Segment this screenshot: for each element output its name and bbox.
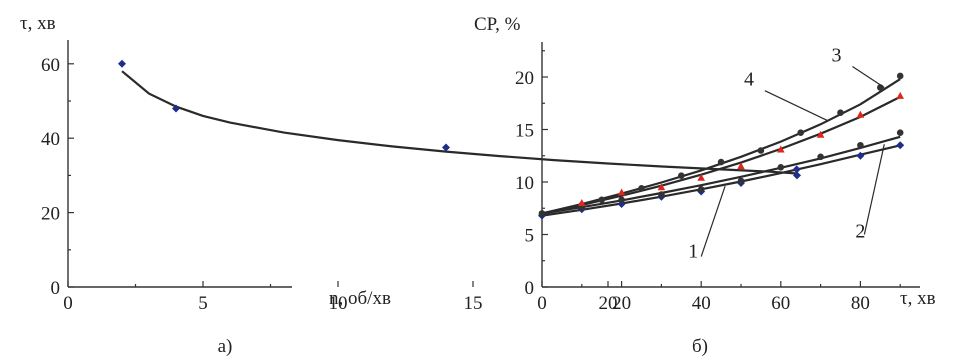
series-4-point — [856, 110, 865, 118]
series-1-fit — [541, 144, 901, 217]
x-tick-label: 10 — [329, 293, 348, 314]
series-4-point — [617, 188, 626, 196]
series-2-label: 2 — [855, 221, 865, 243]
chart-b-caption: б) — [692, 336, 708, 357]
chart-b-x-axis-label: τ, хв — [900, 288, 936, 309]
chart-b-axes — [541, 42, 920, 288]
chart-b-series-labels: 1 2 3 4 — [688, 44, 885, 263]
series-2-point — [658, 191, 665, 198]
y-tick-label: 20 — [41, 204, 60, 225]
series-4-label: 4 — [744, 68, 754, 90]
series-4-point — [657, 183, 666, 191]
y-tick-label: 15 — [515, 121, 534, 142]
fit-curve — [121, 70, 798, 175]
y-tick-label: 40 — [41, 129, 60, 150]
chart-a-ticks: 0 5 10 15 20 0 20 40 60 — [41, 55, 618, 314]
x-tick-label: 5 — [198, 293, 208, 314]
chart-a-points — [118, 59, 801, 180]
series-3-point — [837, 109, 844, 116]
series-3-point — [678, 172, 685, 179]
series-2-point — [896, 129, 904, 136]
y-tick-label: 5 — [525, 226, 535, 247]
chart-a-fit-curve — [121, 70, 798, 175]
chart-a-y-axis-label: τ, хв — [20, 13, 56, 34]
y-tick-label: 20 — [515, 68, 534, 89]
chart-b-y-axis-label: CP, % — [474, 14, 521, 35]
series-2-point — [857, 141, 864, 149]
data-point — [118, 59, 126, 68]
series-1-point — [792, 165, 801, 174]
series-3-point — [598, 196, 605, 204]
series-4-point — [777, 145, 785, 153]
series-1-point — [856, 151, 865, 160]
x-tick-label: 20 — [599, 293, 618, 314]
series-3-label: 3 — [832, 44, 842, 66]
series-4-leader — [764, 90, 829, 122]
series-3-point — [797, 129, 804, 136]
data-point — [793, 171, 801, 180]
series-1-label: 1 — [688, 241, 698, 263]
series-1-leader — [700, 186, 726, 257]
y-tick-label: 0 — [51, 278, 61, 299]
x-tick-label: 60 — [771, 293, 790, 314]
series-2-fit — [541, 135, 901, 215]
data-point — [172, 104, 180, 113]
series-2-point — [618, 196, 625, 204]
x-tick-label: 80 — [851, 293, 870, 314]
y-tick-label: 0 — [525, 278, 535, 299]
series-3-point — [538, 210, 546, 217]
chart-b: 0 20 40 60 80 0 5 10 15 20 1 2 3 4 CP, % τ, хв б) — [474, 14, 936, 357]
y-tick-label: 60 — [41, 55, 60, 76]
data-point — [442, 143, 450, 152]
series-3-leader — [852, 65, 885, 89]
series-3-point — [638, 185, 645, 192]
series-3-point — [717, 158, 725, 166]
series-4-fit — [541, 95, 901, 215]
x-tick-label: 15 — [464, 293, 483, 314]
series-4-point — [896, 91, 904, 99]
series-4-point — [578, 199, 586, 206]
x-tick-label: 40 — [692, 293, 711, 314]
chart-a-caption: а) — [218, 336, 233, 357]
x-tick-label: 0 — [537, 293, 547, 314]
series-3-point — [757, 147, 765, 154]
series-1-point — [896, 141, 905, 150]
series-4-point — [737, 162, 745, 170]
series-2-point — [697, 186, 705, 193]
series-3-fit — [541, 78, 901, 215]
x-tick-label: 20 — [612, 293, 631, 314]
x-tick-label: 0 — [63, 293, 73, 314]
chart-a-axes — [67, 40, 292, 288]
chart-a-x-axis-label: n, об/хв — [329, 288, 391, 309]
series-3-point — [896, 72, 904, 80]
series-4-point — [816, 130, 825, 138]
series-2-point — [817, 153, 824, 161]
series-2-point — [777, 164, 785, 171]
chart-b-points — [538, 72, 905, 220]
y-tick-label: 10 — [515, 173, 534, 194]
series-4-point — [697, 173, 705, 181]
chart-b-fit-curves — [541, 78, 901, 217]
chart-b-ticks: 0 20 40 60 80 0 5 10 15 20 — [515, 50, 901, 314]
series-2-point — [737, 177, 745, 185]
series-2-leader — [863, 144, 885, 235]
